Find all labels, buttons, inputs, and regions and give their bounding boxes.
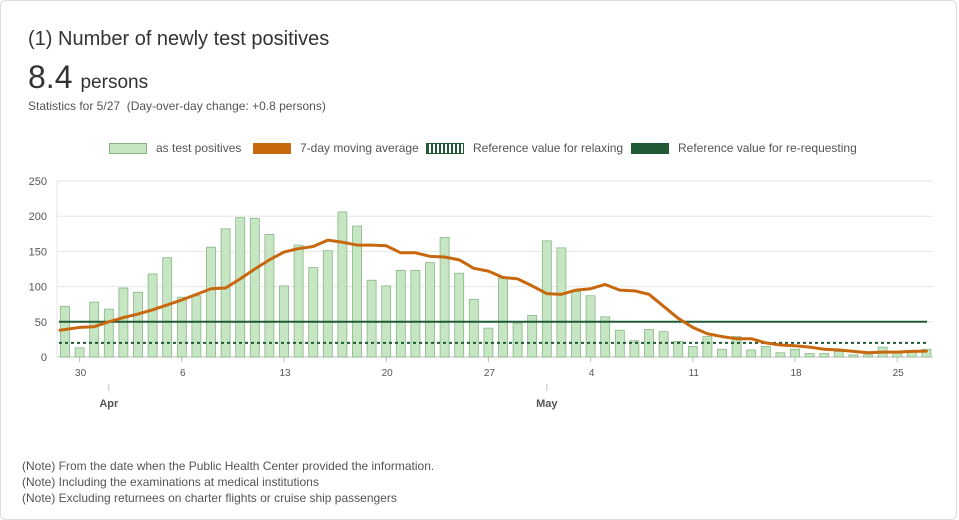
bar <box>702 336 713 358</box>
bar <box>133 291 143 358</box>
bar <box>629 340 640 358</box>
bar <box>541 240 552 358</box>
bar <box>425 262 435 358</box>
bar <box>687 346 698 358</box>
note-3: (Note) Excluding returnees on charter fl… <box>22 491 397 505</box>
legend-item-re-requesting[interactable]: Reference value for re-requesting <box>631 141 857 155</box>
bar <box>775 352 786 358</box>
legend-label-test-positives: as test positives <box>156 141 242 155</box>
y-tick-label: 50 <box>35 317 47 329</box>
bar <box>848 354 859 358</box>
x-tick-label: 13 <box>279 368 291 379</box>
bar <box>673 341 684 358</box>
bar <box>527 315 538 358</box>
x-tick-label: 18 <box>790 368 802 379</box>
bar <box>468 298 479 358</box>
x-tick-label: 6 <box>180 368 186 379</box>
chart-legend: as test positives 7-day moving average R… <box>0 141 959 159</box>
bar <box>74 347 85 358</box>
headline-number: 8.4 <box>28 59 73 95</box>
bar <box>235 217 246 358</box>
legend-label-moving-average: 7-day moving average <box>300 141 419 155</box>
bar <box>731 336 742 358</box>
legend-swatch-dashed <box>426 142 464 154</box>
headline-unit: persons <box>80 72 149 93</box>
note-2: (Note) Including the examinations at med… <box>22 475 319 489</box>
bar <box>147 273 158 358</box>
month-label: Apr <box>99 398 119 410</box>
y-tick-label: 100 <box>29 282 47 294</box>
bar <box>760 346 771 358</box>
x-tick-label: 30 <box>75 368 87 379</box>
bar <box>322 250 333 358</box>
bar <box>191 295 202 358</box>
bar <box>60 305 70 358</box>
bar <box>512 322 523 358</box>
headline-value: 8.4 persons <box>28 59 148 96</box>
bar <box>498 277 508 358</box>
bar <box>556 247 567 358</box>
bar <box>833 350 844 358</box>
bar <box>337 211 348 358</box>
month-label: May <box>536 398 558 410</box>
bar <box>746 349 757 358</box>
bar <box>600 316 611 358</box>
notes: (Note) From the date when the Public Hea… <box>22 458 434 506</box>
y-tick-label: 250 <box>29 176 47 188</box>
bar <box>921 348 932 358</box>
y-tick-label: 0 <box>41 352 47 364</box>
bar <box>352 225 362 358</box>
legend-item-relaxing[interactable]: Reference value for relaxing <box>426 141 623 155</box>
bar-chart: 0 50 100 150 200 250 30 6 13 20 27 4 11 18 25 Apr May <box>29 176 933 410</box>
legend-swatch-line <box>253 142 291 154</box>
bar <box>176 296 187 358</box>
x-tick-label: 4 <box>589 368 595 379</box>
bar <box>206 246 216 358</box>
bar <box>103 308 114 358</box>
bar <box>804 353 815 358</box>
bar <box>454 272 465 358</box>
y-tick-label: 200 <box>29 211 47 223</box>
card-title: (1) Number of newly test positives <box>28 28 330 50</box>
x-tick-label: 11 <box>689 368 700 379</box>
bar <box>366 279 377 358</box>
bar <box>220 228 231 358</box>
legend-swatch-solid <box>631 142 669 154</box>
legend-label-relaxing: Reference value for relaxing <box>473 141 624 155</box>
bar <box>658 331 669 358</box>
bar <box>863 354 873 358</box>
legend-item-test-positives[interactable]: as test positives <box>109 141 241 155</box>
x-tick-label: 25 <box>893 368 905 379</box>
bar <box>819 353 830 358</box>
bar <box>264 234 275 358</box>
note-1: (Note) From the date when the Public Hea… <box>22 459 435 473</box>
moving-average-line <box>58 238 928 355</box>
statistics-date: Statistics for 5/27 (Day-over-day change… <box>28 99 326 113</box>
bar <box>439 236 450 358</box>
y-tick-label: 150 <box>29 246 47 258</box>
bar <box>585 295 596 358</box>
bar <box>717 348 727 358</box>
bar <box>293 244 304 358</box>
legend-swatch-bar <box>109 142 147 154</box>
bar <box>308 267 319 358</box>
bar <box>89 301 100 358</box>
legend-label-re-requesting: Reference value for re-requesting <box>678 141 857 155</box>
bar <box>249 217 260 358</box>
bar <box>410 270 421 358</box>
x-tick-label: 20 <box>382 368 394 379</box>
bar <box>571 291 581 358</box>
bar <box>790 348 800 358</box>
x-tick-label: 27 <box>484 368 496 379</box>
bar <box>395 270 406 358</box>
legend-item-moving-average[interactable]: 7-day moving average <box>253 141 419 155</box>
